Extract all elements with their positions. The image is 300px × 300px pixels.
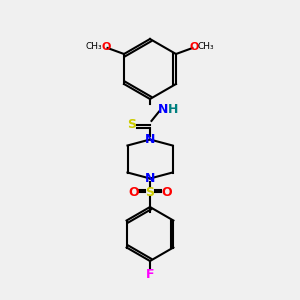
Text: O: O [189,41,199,52]
Text: F: F [146,268,154,281]
Text: N: N [158,103,168,116]
Text: N: N [145,172,155,185]
Text: H: H [168,103,178,116]
Text: O: O [101,41,111,52]
Text: O: O [161,185,172,199]
Text: S: S [128,118,136,131]
Text: S: S [146,185,154,199]
Text: CH₃: CH₃ [198,42,214,51]
Text: O: O [128,185,139,199]
Text: N: N [145,133,155,146]
Text: CH₃: CH₃ [86,42,102,51]
